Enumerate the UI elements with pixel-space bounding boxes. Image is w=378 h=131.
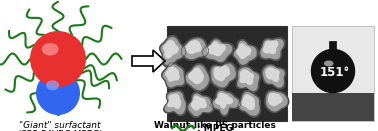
Polygon shape — [186, 41, 201, 53]
Polygon shape — [164, 40, 178, 58]
Polygon shape — [166, 92, 185, 114]
Polygon shape — [166, 67, 179, 81]
Polygon shape — [186, 66, 208, 89]
Polygon shape — [216, 94, 232, 108]
Polygon shape — [262, 65, 286, 89]
Polygon shape — [189, 94, 212, 115]
Text: : MPEG: : MPEG — [197, 124, 233, 131]
Polygon shape — [162, 63, 186, 88]
Ellipse shape — [36, 71, 80, 115]
Polygon shape — [266, 68, 279, 81]
Polygon shape — [211, 90, 241, 116]
Polygon shape — [192, 96, 206, 110]
Ellipse shape — [42, 43, 59, 56]
Polygon shape — [259, 38, 285, 61]
Polygon shape — [235, 42, 256, 64]
Polygon shape — [238, 68, 259, 90]
Polygon shape — [263, 41, 278, 54]
Bar — [328, 40, 336, 54]
Polygon shape — [240, 93, 259, 115]
Ellipse shape — [30, 31, 86, 87]
Polygon shape — [202, 38, 234, 63]
Text: Walnut-like PS particles: Walnut-like PS particles — [154, 121, 276, 130]
Polygon shape — [184, 64, 210, 91]
Polygon shape — [237, 44, 251, 58]
Text: "Giant" surfactant: "Giant" surfactant — [19, 121, 101, 130]
Polygon shape — [213, 92, 239, 114]
Polygon shape — [238, 91, 260, 117]
Polygon shape — [161, 38, 184, 65]
Polygon shape — [267, 92, 287, 111]
Polygon shape — [212, 64, 235, 87]
Polygon shape — [240, 70, 253, 84]
Polygon shape — [181, 37, 208, 60]
Polygon shape — [236, 66, 260, 92]
Polygon shape — [263, 66, 284, 87]
Polygon shape — [265, 90, 289, 112]
Polygon shape — [183, 39, 206, 59]
Ellipse shape — [324, 61, 333, 67]
Polygon shape — [311, 50, 355, 92]
Polygon shape — [160, 36, 186, 67]
Polygon shape — [233, 40, 258, 66]
Bar — [292, 26, 374, 121]
Polygon shape — [168, 94, 180, 108]
Polygon shape — [261, 40, 283, 59]
Polygon shape — [164, 65, 184, 87]
Polygon shape — [269, 93, 282, 106]
Bar — [292, 92, 374, 121]
Text: (CPS-P4VBC-MPEG): (CPS-P4VBC-MPEG) — [17, 130, 103, 131]
Polygon shape — [164, 90, 187, 116]
Polygon shape — [242, 95, 254, 109]
Polygon shape — [187, 92, 214, 117]
Polygon shape — [210, 62, 237, 89]
Polygon shape — [208, 42, 225, 56]
FancyArrow shape — [132, 50, 165, 72]
Bar — [167, 26, 287, 121]
Polygon shape — [205, 40, 231, 61]
Ellipse shape — [46, 80, 59, 90]
Polygon shape — [214, 66, 229, 81]
Polygon shape — [189, 68, 203, 83]
Text: 151°: 151° — [320, 66, 350, 78]
